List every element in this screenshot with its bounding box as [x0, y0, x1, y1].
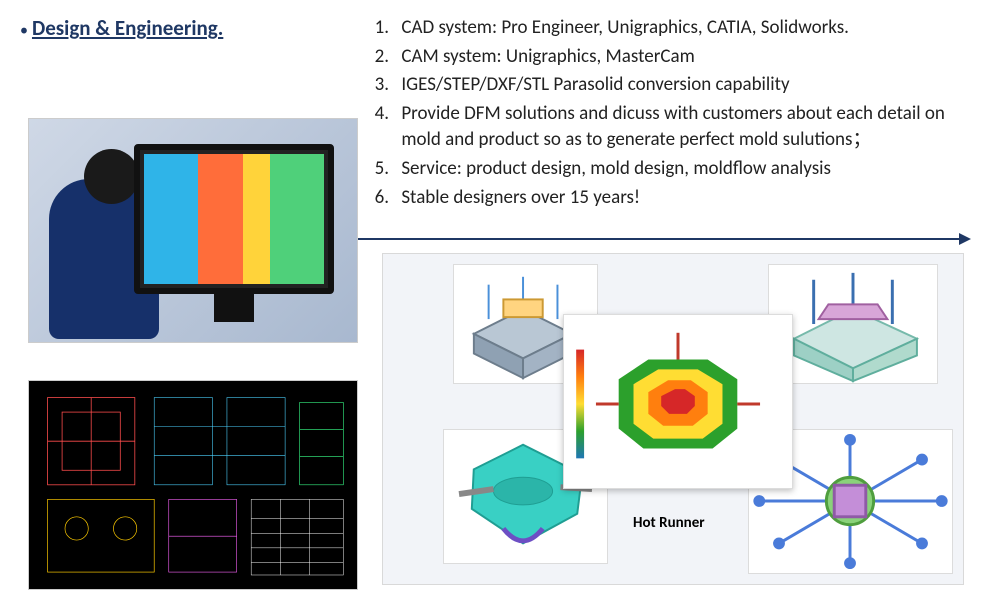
- capability-item-6: Stable designers over 15 years!: [393, 185, 973, 212]
- capability-item-2: CAM system: Unigraphics, MasterCam: [393, 44, 973, 71]
- gallery-moldflow-heatmap: [563, 314, 793, 489]
- hot-runner-label: Hot Runner: [633, 514, 705, 532]
- gallery-panel: Hot Runner: [382, 253, 964, 585]
- divider-arrow: [358, 238, 963, 240]
- section-title-text: Design & Engineering.: [32, 15, 223, 41]
- gallery-mold-assembly-2: [768, 264, 938, 384]
- capability-item-1: CAD system: Pro Engineer, Unigraphics, C…: [393, 15, 973, 42]
- capability-item-5: Service: product design, mold design, mo…: [393, 156, 973, 183]
- capability-item-4: Provide DFM solutions and dicuss with cu…: [393, 101, 973, 154]
- photo-engineer-workstation: [28, 118, 358, 343]
- section-title: •Design & Engineering.: [20, 15, 223, 41]
- capability-list: CAD system: Pro Engineer, Unigraphics, C…: [363, 15, 973, 213]
- image-2d-cad-drawing: [28, 380, 358, 590]
- bullet-icon: •: [20, 21, 28, 40]
- capability-item-3: IGES/STEP/DXF/STL Parasolid conversion c…: [393, 72, 973, 99]
